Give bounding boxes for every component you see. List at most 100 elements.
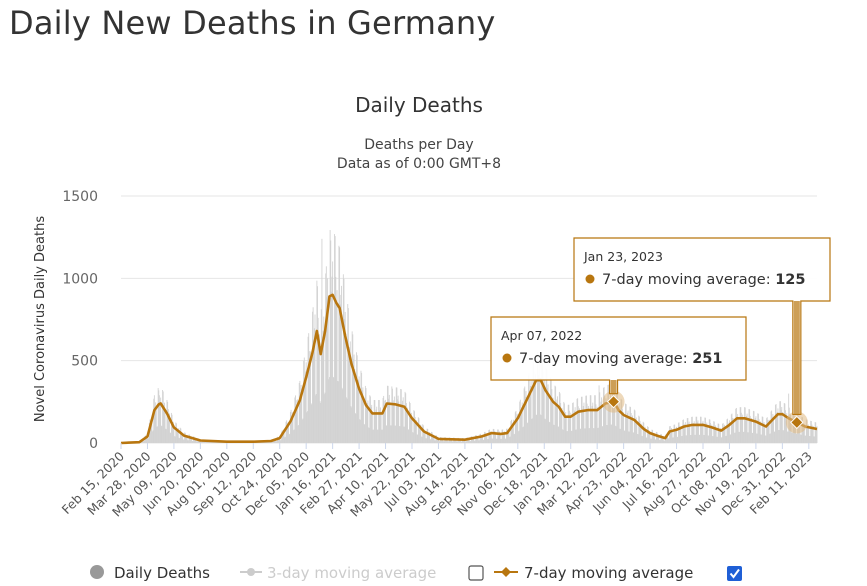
daily-deaths-bar — [449, 439, 451, 443]
daily-deaths-bar — [177, 428, 179, 443]
daily-deaths-bar — [800, 434, 802, 443]
daily-deaths-bar — [324, 392, 326, 443]
daily-deaths-bar — [588, 428, 590, 443]
daily-deaths-bar — [657, 435, 659, 443]
daily-deaths-bar — [567, 431, 569, 443]
daily-deaths-bar — [531, 418, 533, 443]
daily-deaths-bar — [455, 438, 456, 443]
daily-deaths-bar — [452, 441, 454, 443]
daily-deaths-bar — [426, 438, 427, 443]
daily-deaths-bar — [808, 427, 810, 443]
daily-deaths-bar — [623, 412, 625, 443]
daily-deaths-bar — [566, 431, 568, 443]
daily-deaths-bar — [787, 431, 789, 443]
daily-deaths-bar — [200, 441, 202, 443]
daily-deaths-bar — [351, 331, 353, 443]
daily-deaths-bar — [468, 438, 470, 443]
daily-deaths-bar — [181, 434, 183, 443]
daily-deaths-bar — [358, 379, 359, 443]
daily-deaths-bar — [570, 412, 572, 443]
daily-deaths-bar — [517, 431, 519, 443]
daily-deaths-bar — [308, 333, 310, 443]
daily-deaths-bar — [477, 437, 478, 443]
daily-deaths-bar — [584, 428, 586, 443]
daily-deaths-bar — [592, 428, 594, 443]
daily-deaths-bar — [616, 392, 618, 443]
page-title: Daily New Deaths in Germany — [9, 4, 496, 42]
daily-deaths-bar — [596, 410, 597, 443]
daily-deaths-bar — [621, 408, 623, 443]
daily-deaths-bar — [354, 412, 356, 443]
daily-deaths-bar — [174, 436, 176, 443]
daily-deaths-bar — [727, 418, 729, 443]
daily-deaths-bar — [713, 421, 715, 443]
daily-deaths-bar — [615, 426, 617, 443]
daily-deaths-bar — [458, 438, 460, 443]
legend: Daily Deaths 3-day moving average 7-day … — [90, 564, 742, 582]
daily-deaths-bar — [191, 440, 193, 443]
daily-deaths-bar — [690, 434, 692, 443]
daily-deaths-bar — [415, 420, 417, 443]
daily-deaths-bar — [614, 400, 616, 443]
daily-deaths-bar — [320, 402, 322, 443]
daily-deaths-bar — [417, 434, 419, 443]
daily-deaths-bar — [201, 441, 203, 443]
legend-item-seven-day[interactable]: 7-day moving average — [494, 564, 693, 582]
daily-deaths-bar — [375, 409, 377, 443]
daily-deaths-bar — [574, 407, 576, 443]
daily-deaths-bar — [594, 395, 596, 443]
three-day-checkbox[interactable] — [468, 565, 484, 581]
daily-deaths-bar — [585, 395, 587, 443]
daily-deaths-bar — [715, 428, 717, 443]
daily-deaths-bar — [153, 395, 155, 443]
daily-deaths-bar — [642, 436, 643, 443]
daily-deaths-bar — [398, 401, 400, 443]
daily-deaths-bar — [628, 431, 630, 443]
seven-day-checkbox[interactable] — [727, 566, 742, 581]
daily-deaths-bar — [664, 435, 666, 443]
daily-deaths-bar — [683, 425, 685, 443]
tooltip-series-text: 7-day moving average: 251 — [519, 351, 722, 367]
legend-item-three-day[interactable]: 3-day moving average — [240, 564, 436, 582]
daily-deaths-bar — [313, 328, 315, 443]
daily-deaths-bar — [494, 432, 496, 443]
daily-deaths-bar — [786, 413, 788, 443]
daily-deaths-bar — [698, 423, 700, 443]
daily-deaths-bar — [378, 400, 380, 443]
daily-deaths-bar — [769, 433, 771, 443]
daily-deaths-bar — [689, 435, 691, 443]
daily-deaths-bar — [279, 437, 281, 443]
daily-deaths-bar — [323, 394, 325, 443]
daily-deaths-bar — [515, 410, 517, 443]
daily-deaths-bar — [317, 286, 318, 443]
daily-deaths-bar — [331, 276, 333, 443]
daily-deaths-bar — [726, 419, 728, 443]
daily-deaths-bar — [435, 435, 437, 443]
legend-item-daily-deaths[interactable]: Daily Deaths — [90, 564, 210, 582]
legend-three-day-marker — [247, 568, 255, 576]
daily-deaths-bar — [172, 422, 174, 443]
daily-deaths-bar — [304, 380, 306, 443]
daily-deaths-bar — [691, 416, 693, 443]
daily-deaths-bar — [606, 425, 608, 443]
daily-deaths-bar — [701, 422, 703, 443]
daily-deaths-bar — [746, 413, 748, 443]
daily-deaths-bar — [670, 429, 672, 443]
daily-deaths-bar — [196, 441, 198, 443]
daily-deaths-bar — [742, 414, 744, 443]
daily-deaths-bar — [298, 425, 300, 443]
daily-deaths-bar — [422, 424, 424, 443]
daily-deaths-bar — [693, 423, 694, 443]
tooltip-connector — [610, 380, 617, 394]
daily-deaths-bar — [656, 432, 658, 443]
daily-deaths-bar — [694, 434, 696, 443]
daily-deaths-bar — [332, 261, 334, 443]
daily-deaths-bar — [722, 423, 724, 443]
daily-deaths-bar — [536, 351, 538, 443]
daily-deaths-bar — [376, 406, 378, 443]
daily-deaths-bar — [746, 415, 747, 443]
daily-deaths-bar — [451, 441, 453, 443]
daily-deaths-bar — [460, 439, 461, 443]
daily-deaths-bar — [371, 411, 373, 443]
tooltip-date: Apr 07, 2022 — [501, 328, 582, 343]
